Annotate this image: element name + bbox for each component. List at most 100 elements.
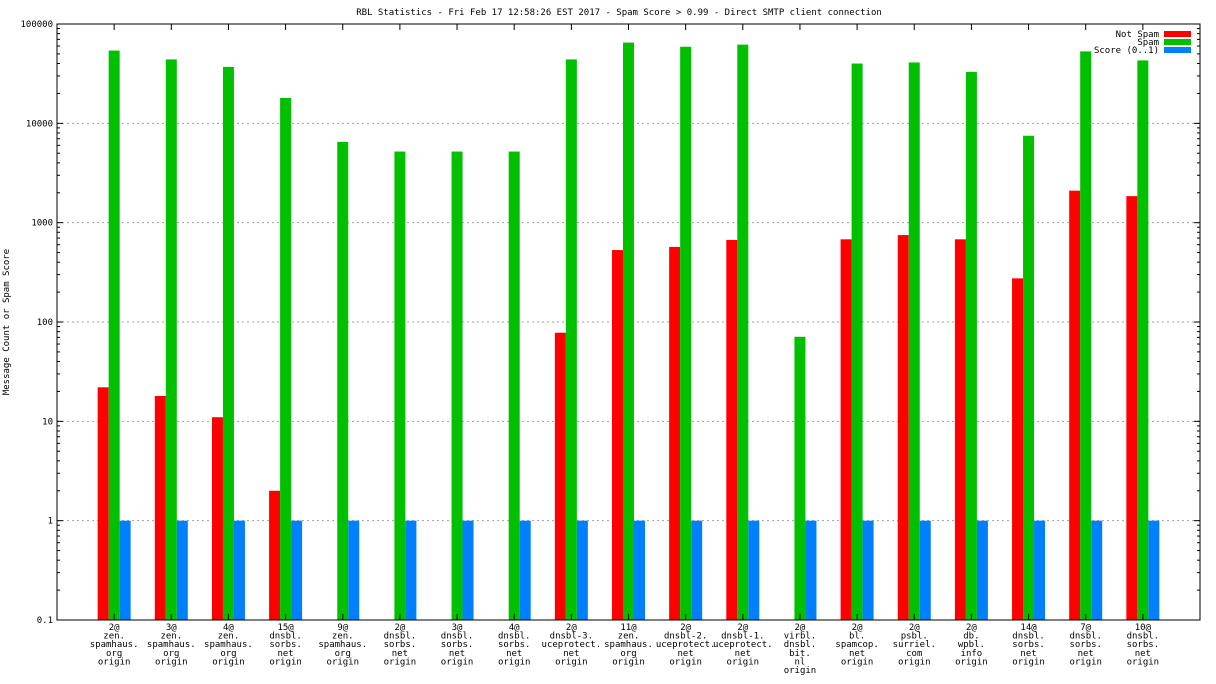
x-tick-label: origin bbox=[955, 657, 988, 667]
y-tick-label: 1 bbox=[48, 517, 53, 527]
x-tick-label: sorbs. bbox=[269, 640, 302, 650]
not-spam-bar bbox=[1012, 278, 1024, 620]
x-tick-label: dnsbl. bbox=[1069, 632, 1102, 642]
not-spam-bar bbox=[97, 387, 109, 620]
x-tick-label: 2@ bbox=[394, 623, 405, 633]
legend-label: Spam bbox=[1137, 38, 1159, 48]
score-bar bbox=[919, 520, 931, 620]
x-tick-label: spamhaus. bbox=[318, 640, 367, 650]
x-tick-label: 2@ bbox=[737, 623, 748, 633]
x-tick-label: sorbs. bbox=[384, 640, 417, 650]
x-tick-label: spamcop. bbox=[835, 640, 878, 650]
x-tick-label: spamhaus. bbox=[204, 640, 253, 650]
x-tick-label: 3@ bbox=[166, 623, 177, 633]
x-tick-label: dnsbl. bbox=[1012, 632, 1045, 642]
x-tick-label: origin bbox=[555, 657, 588, 667]
score-bar bbox=[805, 520, 817, 620]
not-spam-bar bbox=[269, 490, 281, 620]
x-tick-label: origin bbox=[1012, 657, 1045, 667]
x-tick-label: origin bbox=[1069, 657, 1102, 667]
spam-bar bbox=[965, 71, 977, 620]
spam-bar bbox=[222, 66, 234, 620]
spam-bar bbox=[165, 59, 177, 620]
y-tick-label: 10 bbox=[42, 417, 53, 427]
not-spam-bar bbox=[554, 332, 566, 620]
x-tick-label: 4@ bbox=[223, 623, 234, 633]
y-tick-label: 100000 bbox=[20, 20, 53, 30]
x-tick-label: dnsbl-1. bbox=[721, 632, 764, 642]
x-tick-label: 9@ bbox=[337, 623, 348, 633]
x-tick-label: uceprotect. bbox=[656, 640, 716, 650]
legend-swatch bbox=[1164, 47, 1191, 53]
y-tick-label: 0.1 bbox=[37, 616, 53, 626]
spam-bar bbox=[565, 59, 577, 620]
x-tick-label: bit. bbox=[789, 649, 811, 659]
x-tick-label: psbl. bbox=[901, 632, 928, 642]
x-tick-label: net bbox=[1078, 649, 1094, 659]
score-bar bbox=[233, 520, 245, 620]
not-spam-bar bbox=[154, 395, 166, 620]
x-tick-label: net bbox=[277, 649, 293, 659]
x-tick-label: origin bbox=[498, 657, 531, 667]
x-tick-label: wpbl. bbox=[958, 640, 985, 650]
not-spam-bar bbox=[1126, 196, 1138, 620]
score-bar bbox=[748, 520, 760, 620]
y-tick-label: 100 bbox=[37, 318, 53, 328]
x-tick-label: 2@ bbox=[566, 623, 577, 633]
score-bar bbox=[291, 520, 303, 620]
spam-bar bbox=[623, 42, 634, 621]
category-labels: 2@zen.spamhaus.orgorigin3@zen.spamhaus.o… bbox=[90, 623, 1159, 676]
x-tick-label: info bbox=[961, 649, 983, 659]
x-tick-label: net bbox=[849, 649, 865, 659]
x-tick-label: origin bbox=[155, 657, 188, 667]
x-tick-label: net bbox=[1135, 649, 1151, 659]
x-tick-label: 2@ bbox=[966, 623, 977, 633]
spam-bar bbox=[337, 141, 349, 620]
x-tick-label: zen. bbox=[218, 632, 240, 642]
spam-bar bbox=[1080, 51, 1092, 620]
spam-bar bbox=[908, 62, 920, 620]
x-tick-label: sorbs. bbox=[441, 640, 474, 650]
spam-bar bbox=[108, 50, 120, 621]
x-tick-label: virbl. bbox=[784, 632, 817, 642]
x-tick-label: zen. bbox=[618, 632, 640, 642]
x-tick-label: org bbox=[163, 649, 179, 659]
legend-swatch bbox=[1164, 31, 1191, 37]
x-tick-label: com bbox=[906, 649, 922, 659]
x-tick-label: origin bbox=[98, 657, 131, 667]
score-bar bbox=[634, 520, 645, 620]
not-spam-bar bbox=[840, 239, 852, 620]
not-spam-bar bbox=[1069, 190, 1081, 620]
x-tick-label: uceprotect. bbox=[713, 640, 773, 650]
spam-bar bbox=[394, 151, 406, 620]
x-tick-label: dnsbl. bbox=[441, 632, 474, 642]
score-bar bbox=[119, 520, 131, 620]
spam-bar bbox=[737, 44, 749, 620]
legend-label: Score (0..1) bbox=[1094, 46, 1159, 56]
spam-bar bbox=[508, 151, 520, 620]
spam-bar bbox=[1137, 60, 1149, 620]
x-tick-label: origin bbox=[1127, 657, 1160, 667]
score-bar bbox=[691, 520, 703, 620]
score-bar bbox=[1148, 520, 1160, 620]
x-tick-label: origin bbox=[326, 657, 359, 667]
legend-label: Not Spam bbox=[1116, 30, 1159, 40]
x-tick-label: 2@ bbox=[109, 623, 120, 633]
x-tick-label: sorbs. bbox=[1069, 640, 1102, 650]
x-tick-label: bl. bbox=[849, 632, 865, 642]
x-tick-label: zen. bbox=[103, 632, 125, 642]
x-tick-label: org bbox=[620, 649, 636, 659]
x-tick-label: net bbox=[563, 649, 579, 659]
x-tick-label: dnsbl. bbox=[1127, 632, 1160, 642]
x-tick-label: dnsbl. bbox=[384, 632, 417, 642]
score-bar bbox=[405, 520, 417, 620]
x-tick-label: net bbox=[392, 649, 408, 659]
x-tick-label: net bbox=[1020, 649, 1036, 659]
score-bar bbox=[462, 520, 474, 620]
x-tick-label: origin bbox=[612, 657, 645, 667]
spam-bar bbox=[851, 63, 863, 621]
score-bar bbox=[519, 520, 531, 620]
score-bar bbox=[976, 520, 988, 620]
score-bar bbox=[348, 520, 360, 620]
